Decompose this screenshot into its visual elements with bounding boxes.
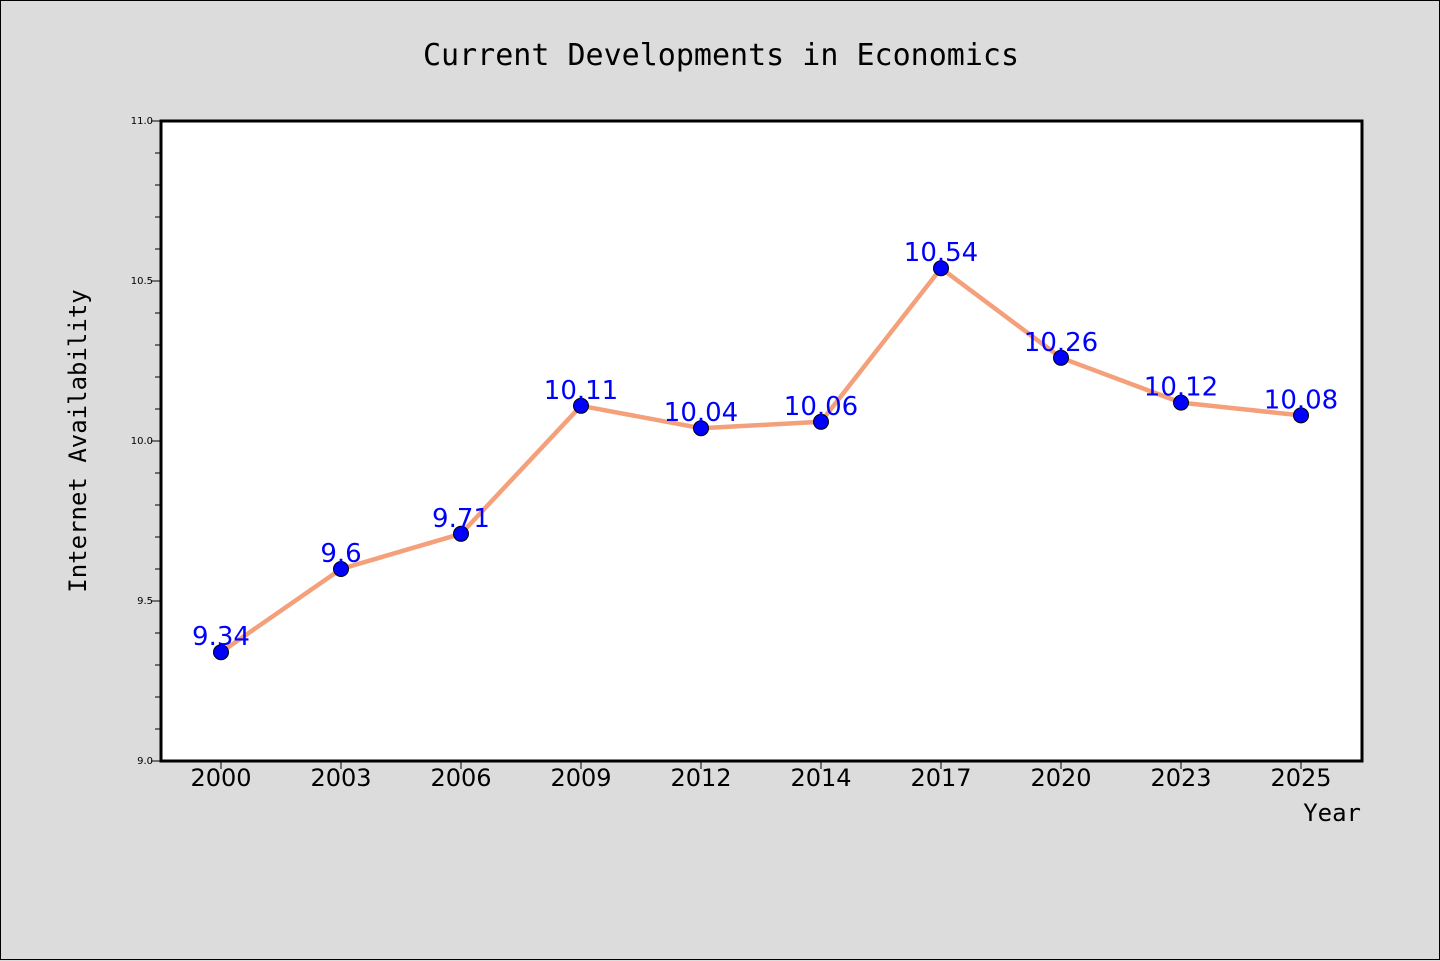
- data-label: 9.71: [432, 504, 490, 534]
- y-tick-label: 9.0: [137, 756, 153, 767]
- data-point: [813, 413, 829, 430]
- data-label: 10.11: [544, 376, 618, 406]
- data-point: [1173, 394, 1189, 411]
- plot-area: [161, 121, 1362, 761]
- y-tick-label: 10.0: [131, 436, 153, 447]
- data-point: [573, 397, 589, 414]
- data-point: [213, 644, 229, 661]
- x-tick-label: 2003: [310, 764, 371, 792]
- data-point: [1053, 349, 1069, 366]
- x-tick-label: 2006: [430, 764, 491, 792]
- series-layer: 9.34 9.6 9.71 10.11 10.04 10.06 10.54 10.26 10.1…: [192, 238, 1338, 661]
- x-tick-label: 2023: [1150, 764, 1211, 792]
- x-tick-label: 2020: [1030, 764, 1091, 792]
- x-axis: 2000 2003 2006 2009 2012 2014 2017 2020 2023 2025: [190, 761, 1332, 792]
- x-tick-label: 2009: [550, 764, 611, 792]
- x-tick-label: 2025: [1270, 764, 1331, 792]
- x-tick-label: 2012: [670, 764, 731, 792]
- data-point: [693, 420, 709, 437]
- y-tick-label: 9.5: [137, 596, 153, 607]
- x-tick-label: 2000: [190, 764, 251, 792]
- data-label: 10.12: [1144, 373, 1218, 403]
- y-axis-label: Internet Availability: [64, 289, 92, 592]
- data-point: [933, 260, 949, 277]
- y-axis: 9.0 9.5 10.0 10.5 11.0: [131, 116, 161, 767]
- data-label: 10.26: [1024, 328, 1098, 358]
- y-tick-label: 10.5: [131, 276, 153, 287]
- series-line: [218, 265, 1304, 655]
- data-point: [1293, 407, 1309, 424]
- data-label: 9.6: [320, 539, 361, 569]
- data-point: [333, 561, 349, 577]
- data-point: [453, 525, 469, 542]
- x-tick-label: 2014: [790, 764, 851, 792]
- x-tick-label: 2017: [910, 764, 971, 792]
- x-axis-label: Year: [1303, 799, 1361, 827]
- data-label: 10.06: [784, 392, 858, 422]
- data-label: 10.08: [1264, 385, 1338, 415]
- chart-title: Current Developments in Economics: [423, 38, 1019, 73]
- data-label: 10.54: [904, 238, 978, 268]
- plot-frame: [159, 119, 1364, 763]
- data-label: 9.34: [192, 622, 250, 652]
- data-label: 10.04: [664, 398, 738, 428]
- y-tick-label: 11.0: [131, 116, 153, 127]
